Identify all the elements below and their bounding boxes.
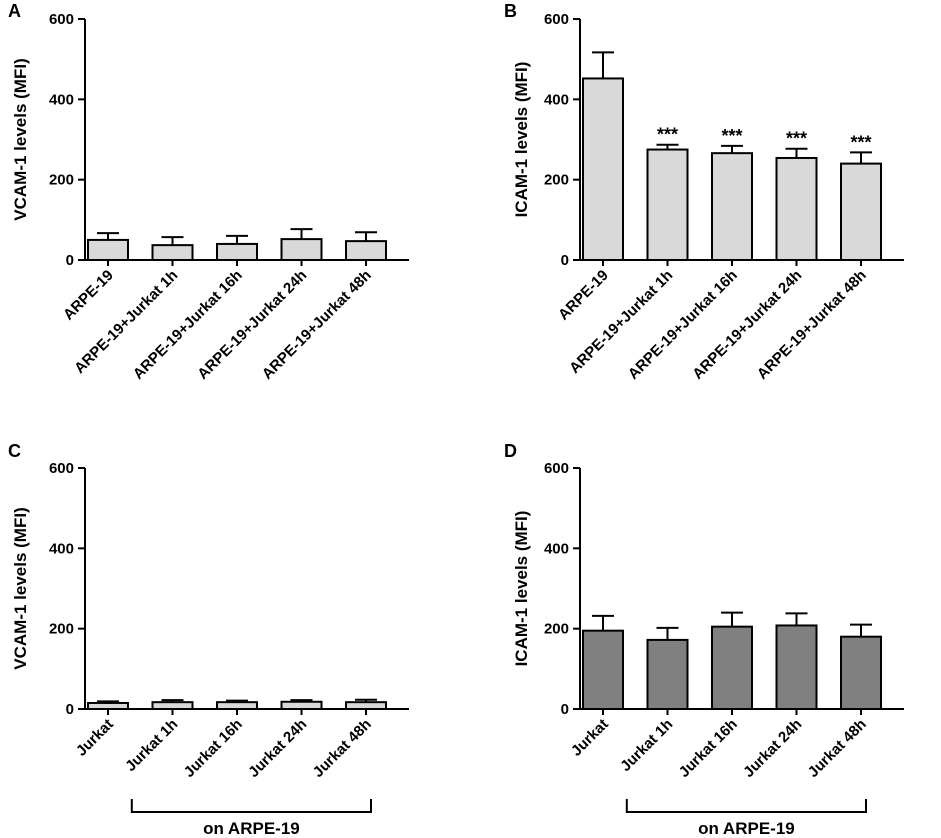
y-tick-label: 600: [49, 460, 74, 477]
category-label: ARPE-19+Jurkat 24h: [194, 267, 310, 383]
bar: [775, 624, 818, 710]
y-axis-title: VCAM-1 levels (MFI): [11, 507, 30, 669]
bar: [216, 242, 258, 261]
category-label: Jurkat 48h: [805, 716, 870, 781]
group-bracket-label: on ARPE-19: [203, 819, 300, 838]
bar: [840, 162, 882, 262]
y-tick-label: 0: [561, 252, 569, 269]
category-label: ARPE-19+Jurkat 48h: [259, 267, 375, 383]
bar: [711, 152, 753, 261]
bar: [582, 77, 624, 261]
y-tick-label: 600: [544, 11, 569, 28]
category-label: Jurkat: [568, 716, 612, 760]
bar: [775, 156, 818, 261]
category-label: Jurkat 1h: [122, 716, 181, 775]
y-tick-label: 200: [544, 172, 569, 189]
panel-label: B: [504, 1, 517, 21]
category-label: Jurkat: [73, 716, 117, 760]
group-bracket: [130, 799, 372, 813]
category-label: Jurkat 48h: [310, 716, 375, 781]
y-tick-label: 0: [561, 701, 569, 718]
panel-label: A: [8, 1, 21, 21]
y-tick-label: 400: [49, 91, 74, 108]
bar: [711, 625, 753, 710]
category-label: Jurkat 24h: [740, 716, 805, 781]
bar: [280, 238, 323, 261]
category-label: ARPE-19: [60, 267, 117, 324]
bar: [646, 638, 689, 710]
y-tick-label: 600: [49, 11, 74, 28]
y-tick-label: 0: [66, 701, 74, 718]
significance-label: ***: [657, 125, 678, 145]
bar: [87, 238, 129, 262]
panel-label: D: [504, 441, 517, 461]
category-label: ARPE-19+Jurkat 48h: [754, 267, 870, 383]
group-bracket: [625, 799, 867, 813]
category-label: ARPE-19+Jurkat 24h: [689, 267, 805, 383]
significance-label: ***: [850, 132, 871, 152]
bar: [840, 635, 882, 711]
y-tick-label: 200: [49, 621, 74, 638]
y-axis-title: VCAM-1 levels (MFI): [11, 58, 30, 220]
group-bracket-label: on ARPE-19: [698, 819, 795, 838]
category-label: Jurkat 16h: [181, 716, 246, 781]
y-axis-title: ICAM-1 levels (MFI): [512, 511, 531, 667]
bar: [280, 700, 323, 711]
y-tick-label: 0: [66, 252, 74, 269]
bar: [582, 629, 624, 710]
bar: [151, 701, 194, 711]
category-label: ARPE-19+Jurkat 16h: [625, 267, 741, 383]
y-tick-label: 200: [544, 621, 569, 638]
significance-label: ***: [786, 129, 807, 149]
significance-label: ***: [721, 126, 742, 146]
category-label: Jurkat 24h: [245, 716, 310, 781]
y-tick-label: 400: [49, 540, 74, 557]
y-tick-label: 600: [544, 460, 569, 477]
y-tick-label: 200: [49, 172, 74, 189]
bar: [646, 148, 689, 262]
category-label: ARPE-19+Jurkat 16h: [130, 267, 246, 383]
category-label: Jurkat 1h: [617, 716, 676, 775]
y-tick-label: 400: [544, 91, 569, 108]
category-label: ARPE-19: [555, 267, 612, 324]
category-label: Jurkat 16h: [676, 716, 741, 781]
panel-label: C: [8, 441, 21, 461]
bar: [151, 244, 194, 262]
bar: [216, 701, 258, 711]
y-axis-title: ICAM-1 levels (MFI): [512, 62, 531, 218]
bar: [345, 701, 387, 711]
y-tick-label: 400: [544, 540, 569, 557]
bar: [345, 240, 387, 262]
bar: [87, 701, 129, 710]
